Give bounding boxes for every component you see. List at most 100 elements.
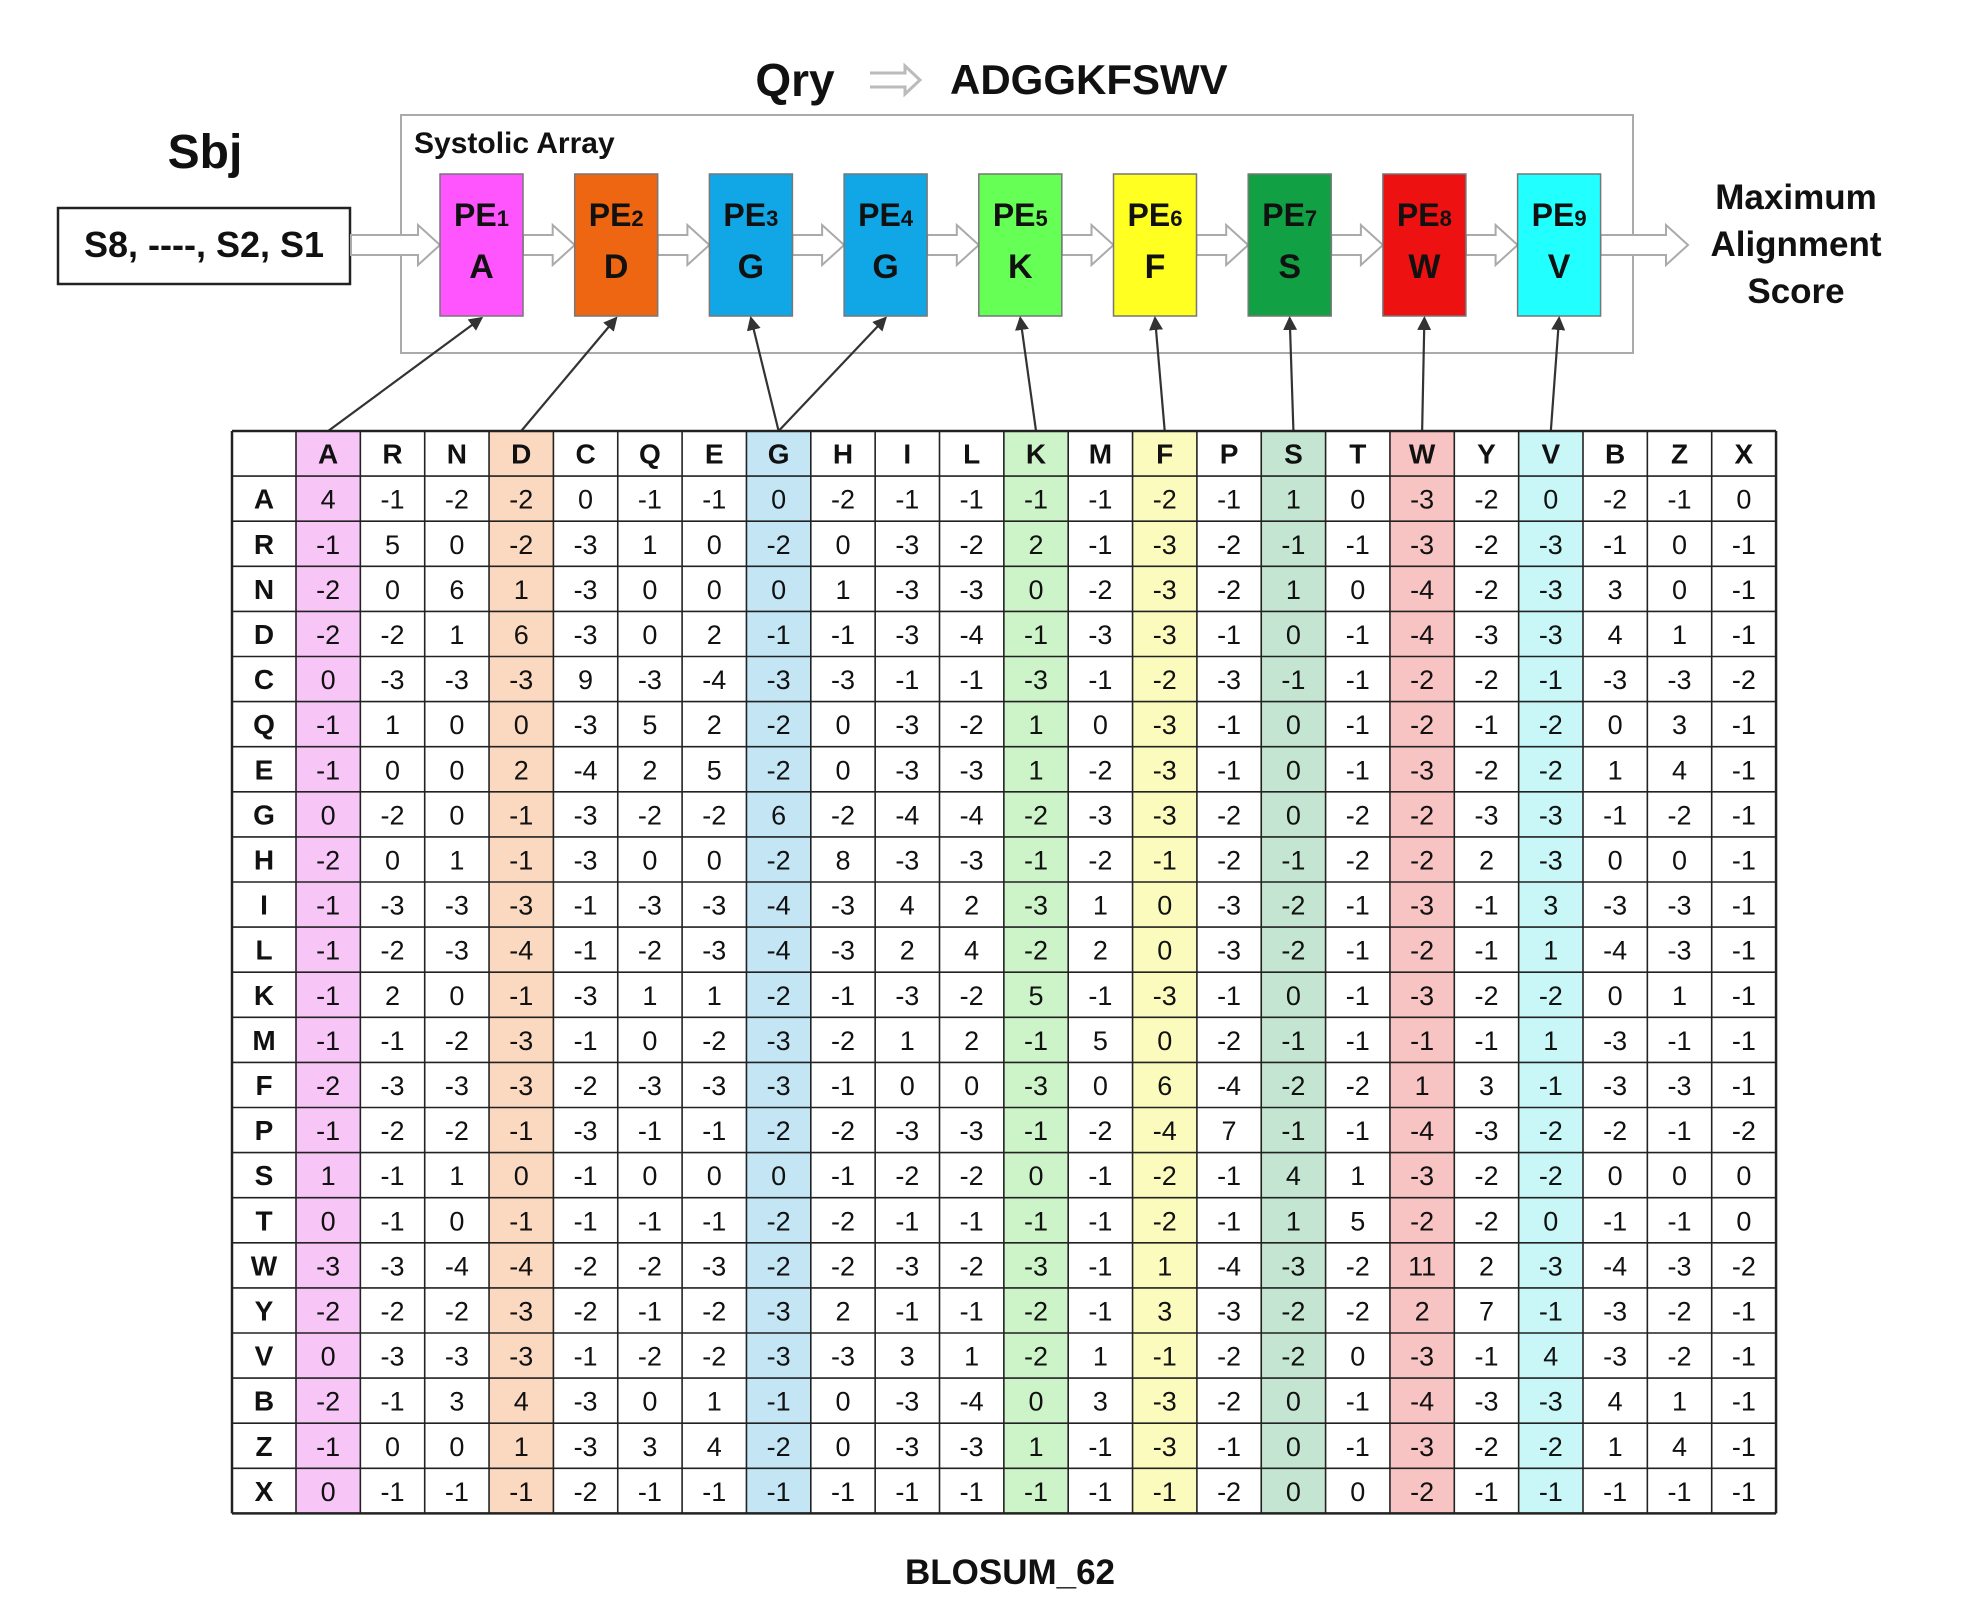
column-header-M: M [1089,439,1112,470]
flow-arrow-2 [656,222,711,268]
matrix-cell: 0 [1093,1071,1108,1101]
matrix-cell: -1 [638,1296,662,1326]
matrix-cell: 0 [449,1206,464,1236]
matrix-cell: -1 [1732,1026,1756,1056]
matrix-cell: 2 [642,755,657,785]
matrix-cell: 1 [1672,981,1687,1011]
matrix-cell: -3 [445,665,469,695]
matrix-cell: 0 [835,530,850,560]
matrix-cell: -4 [767,936,791,966]
matrix-cell: -2 [1732,1251,1756,1281]
matrix-cell: 4 [1608,620,1623,650]
matrix-cell: -2 [1410,710,1434,740]
matrix-cell: -3 [702,1071,726,1101]
matrix-cell: -2 [381,1296,405,1326]
pe-8-label: PE8 [1397,197,1452,233]
matrix-cell: -3 [831,665,855,695]
matrix-cell: -1 [831,1071,855,1101]
matrix-cell: 1 [1029,755,1044,785]
matrix-cell: -3 [381,1071,405,1101]
matrix-cell: 3 [449,1387,464,1417]
matrix-cell: -3 [1153,1387,1177,1417]
matrix-cell: 0 [1286,620,1301,650]
column-header-X: X [1735,439,1754,470]
matrix-cell: -2 [1088,755,1112,785]
matrix-cell: -3 [574,1387,598,1417]
matrix-cell: -2 [1474,1432,1498,1462]
matrix-cell: 0 [1736,485,1751,515]
matrix-cell: -1 [381,1477,405,1507]
matrix-cell: 4 [1286,1161,1301,1191]
matrix-cell: 1 [1029,1432,1044,1462]
matrix-cell: -3 [1668,665,1692,695]
matrix-cell: -1 [1024,845,1048,875]
column-header-N: N [447,439,467,470]
pe-4-name: PE [858,197,901,233]
matrix-cell: 0 [321,1477,336,1507]
matrix-cell: -4 [1217,1251,1241,1281]
matrix-cell: -3 [895,1251,919,1281]
matrix-cell: 0 [514,710,529,740]
pe-4-box [843,173,928,317]
matrix-cell: 4 [1543,1342,1558,1372]
matrix-cell: -3 [1410,1432,1434,1462]
link-to-pe-2 [520,316,618,432]
matrix-cell: -3 [1410,755,1434,785]
matrix-cell: 0 [321,665,336,695]
matrix-cell: -3 [895,755,919,785]
matrix-cell: -3 [960,575,984,605]
matrix-cell: -1 [960,485,984,515]
matrix-cell: -4 [1410,575,1434,605]
subject-stream-box [56,206,352,286]
matrix-cell: -3 [1088,620,1112,650]
matrix-cell: -1 [1088,1432,1112,1462]
matrix-cell: -2 [1281,1071,1305,1101]
row-header-H: H [254,844,274,875]
matrix-cell: 0 [707,1161,722,1191]
matrix-cell: 2 [514,755,529,785]
matrix-cell: 4 [1672,755,1687,785]
matrix-cell: -3 [574,620,598,650]
pe-2-index: 2 [631,206,643,231]
matrix-cell: -1 [316,1026,340,1056]
matrix-cell: -2 [509,485,533,515]
matrix-cell: 0 [1093,710,1108,740]
matrix-cell: -3 [895,710,919,740]
matrix-cell: -3 [509,1296,533,1326]
matrix-cell: 7 [1479,1296,1494,1326]
matrix-cell: -1 [316,1432,340,1462]
matrix-cell: 1 [449,620,464,650]
matrix-cell: -3 [1603,1026,1627,1056]
matrix-cell: 2 [835,1296,850,1326]
matrix-cell: 3 [1543,891,1558,921]
matrix-cell: -1 [1732,936,1756,966]
row-header-I: I [260,890,268,921]
matrix-cell: 0 [321,1342,336,1372]
column-header-B: B [1605,439,1625,470]
matrix-cell: 0 [1672,845,1687,875]
matrix-cell: -1 [1088,1296,1112,1326]
matrix-cell: 0 [835,755,850,785]
matrix-cell: -2 [767,710,791,740]
matrix-cell: -1 [1346,1387,1370,1417]
matrix-cell: -1 [1153,845,1177,875]
matrix-cell: -2 [381,800,405,830]
link-to-pe-5 [1015,316,1038,432]
matrix-cell: 0 [1157,891,1172,921]
matrix-cell: -3 [1539,575,1563,605]
matrix-cell: 0 [1286,710,1301,740]
column-header-P: P [1220,439,1239,470]
matrix-cell: -2 [1217,575,1241,605]
matrix-cell: -3 [767,665,791,695]
matrix-cell: 0 [771,1161,786,1191]
matrix-cell: -3 [767,1342,791,1372]
matrix-cell: -2 [831,1251,855,1281]
matrix-cell: 0 [1286,800,1301,830]
matrix-cell: -1 [1346,891,1370,921]
matrix-cell: -1 [1281,845,1305,875]
matrix-cell: 3 [1608,575,1623,605]
matrix-cell: -3 [1539,530,1563,560]
pe-1-box [439,173,524,317]
